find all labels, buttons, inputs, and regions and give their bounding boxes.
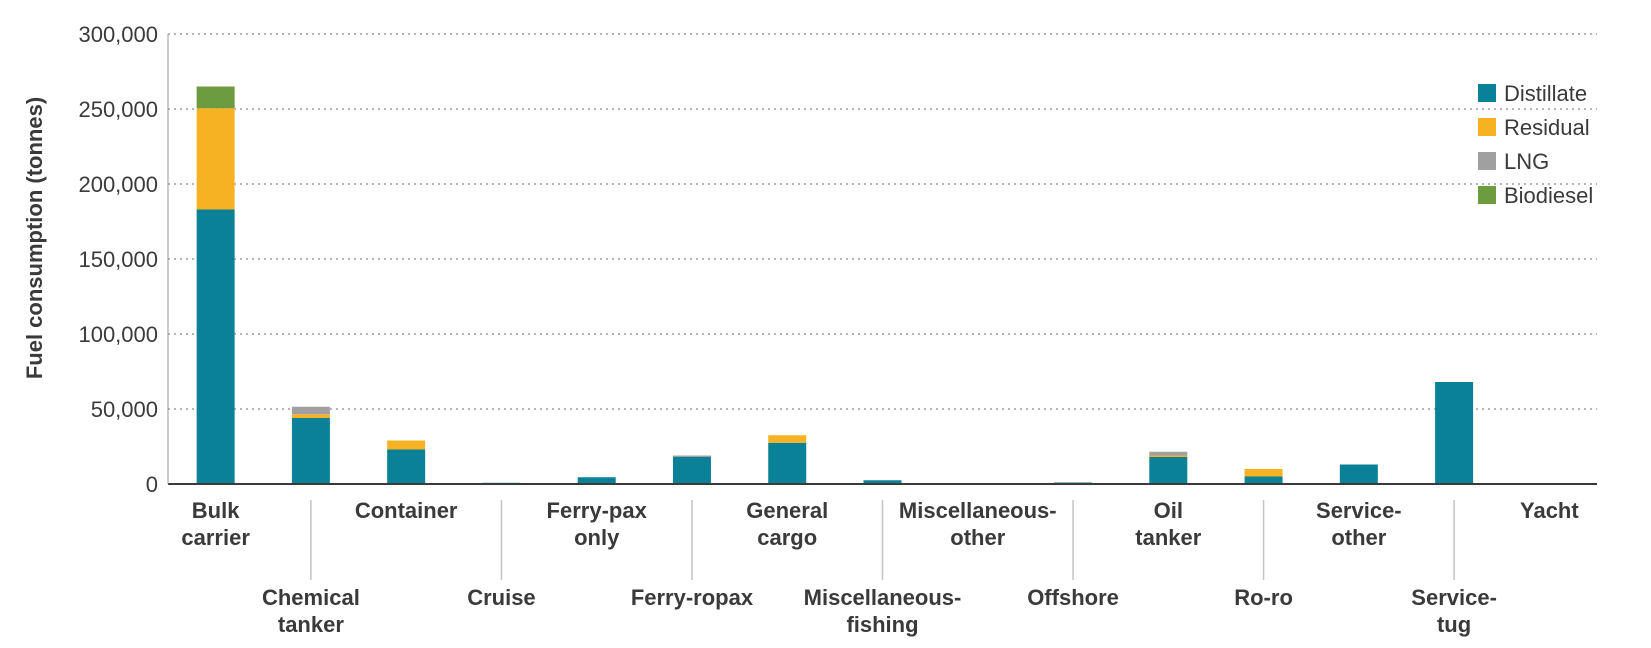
y-tick-labels: 0 50,000 100,000 150,000 200,000 250,000 300,0…: [78, 22, 158, 497]
legend-swatch: [1478, 84, 1496, 102]
category-label: Ferry-ropax: [631, 585, 754, 610]
grid-layer: [168, 33, 1597, 410]
category-label: Miscellaneous-other: [899, 498, 1057, 550]
category-label: Ro-ro: [1234, 585, 1293, 610]
bars: [196, 86, 1569, 485]
bar-segment: [387, 449, 426, 484]
y-tick-label: 0: [146, 472, 158, 497]
y-tick-label: 100,000: [78, 322, 158, 347]
bar-segment: [291, 414, 330, 418]
category-label: Yacht: [1520, 498, 1579, 523]
category-label: Chemical tanker: [262, 585, 360, 637]
bar-segment: [387, 440, 426, 450]
bar-segment: [1149, 451, 1188, 456]
category-separators: [310, 500, 1455, 580]
bar-segment: [1435, 382, 1474, 484]
bar-segment: [291, 406, 330, 415]
legend-swatch: [1478, 186, 1496, 204]
legend-label: LNG: [1504, 149, 1549, 174]
bar-segment: [1149, 457, 1188, 484]
y-tick-label: 200,000: [78, 172, 158, 197]
category-label: Container: [355, 498, 458, 523]
bar-segment: [577, 477, 616, 484]
category-label: Oil tanker: [1135, 498, 1201, 550]
legend-label: Residual: [1504, 115, 1590, 140]
bar-segment: [196, 209, 235, 484]
y-tick-label: 250,000: [78, 97, 158, 122]
bar-segment: [291, 418, 330, 484]
category-label: Service-other: [1316, 498, 1402, 550]
y-tick-label: 300,000: [78, 22, 158, 47]
category-label: Bulk carrier: [181, 498, 250, 550]
bar-segment: [672, 457, 711, 484]
bar-segment: [1149, 455, 1188, 457]
bar-segment: [196, 86, 235, 109]
bar-segment: [768, 435, 807, 443]
legend-label: Biodiesel: [1504, 183, 1593, 208]
legend-label: Distillate: [1504, 81, 1587, 106]
legend-swatch: [1478, 152, 1496, 170]
bar-segment: [196, 108, 235, 210]
legend-swatch: [1478, 118, 1496, 136]
category-label: General cargo: [746, 498, 828, 550]
bar-segment: [863, 480, 902, 484]
bar-segment: [1339, 464, 1378, 484]
axes: [167, 34, 1597, 485]
bar-segment: [768, 442, 807, 484]
y-tick-label: 50,000: [91, 397, 158, 422]
y-axis-title: Fuel consumption (tonnes): [22, 97, 47, 379]
category-label: Cruise: [467, 585, 535, 610]
category-label: Offshore: [1027, 585, 1119, 610]
legend: Distillate Residual LNG Biodiesel: [1478, 81, 1593, 208]
bar-segment: [672, 455, 711, 457]
bar-segment: [1244, 469, 1283, 477]
bar-segment: [1244, 476, 1283, 484]
category-label: Ferry-pax only: [547, 498, 648, 550]
y-tick-label: 150,000: [78, 247, 158, 272]
category-label: Miscellaneous-fishing: [804, 585, 962, 637]
category-label: Service-tug: [1411, 585, 1497, 637]
